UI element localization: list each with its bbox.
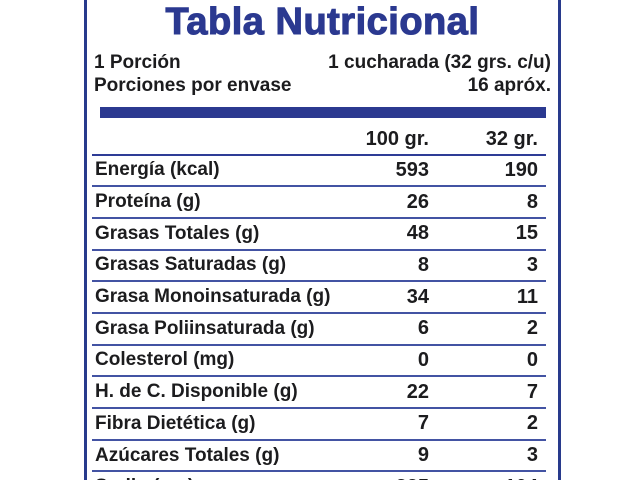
portion-value: 1 cucharada (32 grs. c/u)	[328, 52, 551, 73]
servings-per-container-value: 16 apróx.	[467, 74, 551, 96]
nutrient-row: Grasa Monoinsaturada (g) 34 11	[92, 282, 546, 314]
table-header-row: 100 gr. 32 gr.	[92, 118, 546, 156]
nutrient-row: Azúcares Totales (g) 9 3	[92, 441, 546, 473]
serving-info: 1 Porción 1 cucharada (32 grs. c/u) Porc…	[94, 52, 551, 97]
servings-per-container-row: Porciones por envase 16 apróx.	[94, 75, 551, 98]
nutrient-name: Grasa Monoinsaturada (g)	[95, 286, 331, 308]
value-100g: 593	[395, 158, 429, 181]
value-32g: 2	[526, 412, 538, 435]
nutrient-row: Energía (kcal) 593 190	[92, 156, 546, 188]
nutrient-row: Sodio (mg) 325 104	[92, 472, 546, 480]
nutrition-table: 100 gr. 32 gr. Energía (kcal) 593 190 Pr…	[92, 118, 546, 480]
nutrient-name: Grasa Poliinsaturada (g)	[95, 317, 315, 339]
label-title: Tabla Nutricional	[165, 0, 480, 43]
nutrient-row: H. de C. Disponible (g) 22 7	[92, 377, 546, 409]
value-100g: 22	[406, 380, 429, 403]
portion-row: 1 Porción 1 cucharada (32 grs. c/u)	[94, 52, 551, 75]
table-body: Energía (kcal) 593 190 Proteína (g) 26 8…	[92, 156, 546, 480]
portion-label: 1 Porción	[94, 52, 181, 73]
nutrient-name: Sodio (mg)	[92, 476, 344, 480]
value-32g: 11	[516, 285, 538, 308]
nutrient-name: Proteína (g)	[95, 191, 201, 213]
nutrient-row: Proteína (g) 26 8	[92, 187, 546, 219]
nutrient-name: Grasas Totales (g)	[95, 222, 260, 244]
value-32g: 2	[526, 317, 538, 340]
value-100g: 34	[406, 285, 429, 308]
servings-per-container-label: Porciones por envase	[94, 74, 292, 96]
value-32g: 0	[526, 348, 538, 371]
nutrient-name: Azúcares Totales (g)	[95, 444, 280, 466]
value-32g: 190	[504, 158, 538, 181]
value-32g: 15	[515, 222, 538, 245]
value-32g: 3	[526, 253, 538, 276]
nutrient-name: H. de C. Disponible (g)	[95, 381, 298, 403]
value-100g: 325	[344, 476, 429, 480]
header-divider-bar	[100, 107, 546, 118]
value-32g: 3	[526, 444, 538, 467]
value-32g: 8	[526, 190, 538, 213]
value-100g: 9	[417, 444, 429, 467]
nutrient-row: Grasas Totales (g) 48 15	[92, 219, 546, 251]
nutrient-name: Energía (kcal)	[95, 159, 220, 181]
value-100g: 8	[417, 253, 429, 276]
nutrient-row: Grasa Poliinsaturada (g) 6 2	[92, 314, 546, 346]
nutrient-name: Fibra Dietética (g)	[95, 412, 256, 434]
value-100g: 48	[406, 222, 429, 245]
value-32g: 7	[526, 380, 538, 403]
nutrition-label: Tabla Nutricional 1 Porción 1 cucharada …	[84, 0, 561, 480]
nutrient-row: Fibra Dietética (g) 7 2	[92, 409, 546, 441]
nutrient-row: Colesterol (mg) 0 0	[92, 346, 546, 378]
nutrient-name: Colesterol (mg)	[95, 349, 235, 371]
value-100g: 0	[417, 348, 429, 371]
column-header-32g: 32 gr.	[485, 127, 538, 150]
nutrient-name: Grasas Saturadas (g)	[95, 254, 287, 276]
nutrient-row: Grasas Saturadas (g) 8 3	[92, 251, 546, 283]
column-header-100g: 100 gr.	[365, 127, 429, 150]
value-100g: 26	[406, 190, 429, 213]
value-100g: 7	[417, 412, 429, 435]
value-100g: 6	[417, 317, 429, 340]
value-32g: 104	[429, 476, 538, 480]
